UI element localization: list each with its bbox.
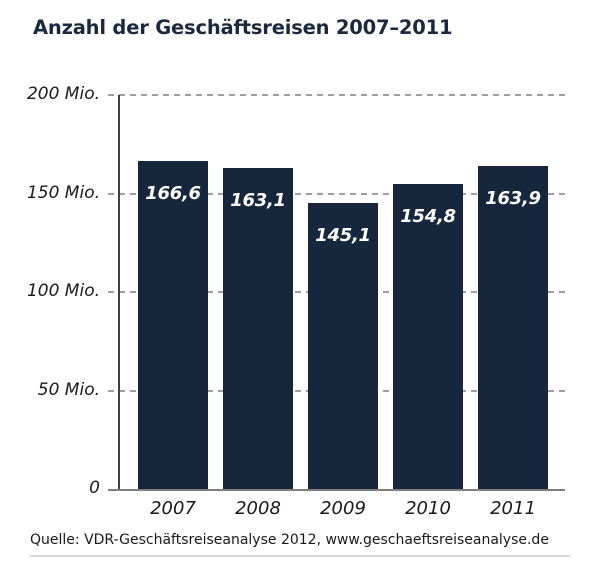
x-tick-label-2007: 2007 [150,498,196,519]
bar-value-label: 145,1 [315,225,371,247]
x-axis-line [108,489,565,491]
bar-2011: 163,9 [478,166,548,489]
bar-value-label: 166,6 [145,182,201,204]
x-tick-label-2010: 2010 [405,498,451,519]
x-tick-label-2011: 2011 [490,498,536,519]
y-tick-label: 50 Mio. [37,379,100,400]
y-tick-label: 150 Mio. [26,182,100,203]
bar-value-label: 163,9 [485,188,541,210]
x-tick-label-2009: 2009 [320,498,366,519]
gridline-150 [108,192,565,195]
y-tick-label: 200 Mio. [26,84,100,104]
y-tick-label: 0 [89,478,100,498]
bottom-divider [30,555,570,557]
bar-2010: 154,8 [393,184,463,489]
source-caption: Quelle: VDR-Geschäftsreiseanalyse 2012, … [30,532,549,548]
bar-value-label: 163,1 [230,189,286,211]
gridline-200 [108,94,565,96]
bar-2009: 145,1 [308,203,378,489]
y-tick-label: 100 Mio. [26,281,100,301]
plot-area: 166,6 163,1 145,1 154,8 163,9 [108,94,565,491]
x-tick-label-2008: 2008 [235,498,281,519]
bar-2007: 166,6 [138,160,208,489]
bar-value-label: 154,8 [400,206,456,228]
bar-2008: 163,1 [223,167,293,489]
y-axis-line [118,95,120,489]
chart-title: Anzahl der Geschäftsreisen 2007–2011 [33,16,453,39]
